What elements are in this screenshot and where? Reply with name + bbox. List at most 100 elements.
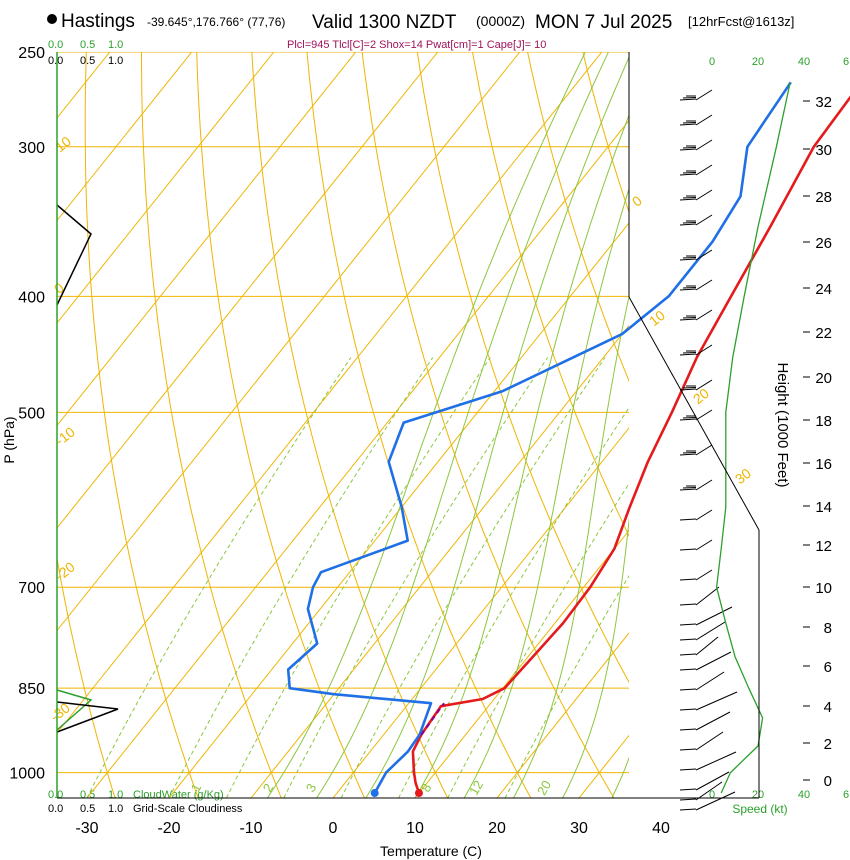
mixing-ratio-line <box>398 406 629 798</box>
barb-flag <box>682 122 697 124</box>
cloudiness-label: Grid-Scale Cloudiness <box>133 803 243 815</box>
mixing-ratio-label: 20 <box>534 778 554 798</box>
barb-flag <box>679 418 697 421</box>
temp-tick-label: -20 <box>157 820 180 837</box>
cloudiness-low-profile <box>56 701 119 733</box>
pressure-label: 500 <box>18 405 45 422</box>
wind-barb <box>679 89 713 101</box>
height-label: 4 <box>824 699 832 716</box>
dry-adiabat <box>472 52 629 537</box>
dewpoint-line <box>286 81 792 794</box>
cloudwater-profile <box>56 689 93 731</box>
mixing-ratio-label: 3 <box>303 781 320 795</box>
barb-flag <box>682 352 697 354</box>
barb-flag <box>682 97 697 99</box>
barb-flag <box>682 452 697 454</box>
barb-flag <box>679 603 697 606</box>
wind-barb <box>679 189 713 201</box>
barb-staff <box>695 164 713 176</box>
barb-staff <box>695 279 713 291</box>
wind-barb <box>679 781 723 801</box>
wind-barb <box>679 344 713 356</box>
barb-flag <box>682 417 697 419</box>
right-diagonal <box>628 296 760 531</box>
barb-staff <box>695 309 713 321</box>
barb-flag <box>679 518 697 521</box>
dry-adiabat <box>84 52 199 798</box>
mixing-ratio-label: 2 <box>260 781 277 795</box>
barb-flag <box>679 623 697 626</box>
barb-flag <box>682 317 697 319</box>
cloudiness-tick-05: 0.5 <box>80 55 95 67</box>
isotherm <box>57 52 357 427</box>
wind-barb <box>679 114 713 126</box>
wind-barb <box>679 164 713 176</box>
isotherm-label: 20 <box>690 385 712 407</box>
dry-adiabat <box>416 52 629 684</box>
barb-flag <box>682 257 697 259</box>
wind-barb <box>679 751 737 771</box>
wind-barb <box>679 771 730 791</box>
barb-staff <box>695 606 733 626</box>
barb-staff <box>695 711 731 731</box>
barb-flag <box>679 708 697 711</box>
wind-barb <box>679 139 713 151</box>
barb-staff <box>695 671 725 691</box>
isotherm <box>250 324 629 798</box>
barb-flag <box>679 798 697 801</box>
mixing-ratio-line <box>447 482 629 798</box>
moist-adiabat <box>463 187 629 798</box>
barb-flag <box>679 223 697 226</box>
barb-flag <box>679 288 697 291</box>
barb-flag <box>679 353 697 356</box>
wind-barb <box>679 691 738 711</box>
moist-adiabat <box>266 52 586 798</box>
barb-staff <box>695 189 713 201</box>
barb-staff <box>695 569 713 581</box>
mixing-ratio-line <box>283 357 549 798</box>
barb-flag <box>679 748 697 751</box>
height-label: 8 <box>824 620 832 637</box>
speed-axis-title: Speed (kt) <box>732 802 787 816</box>
barb-flag <box>679 768 697 771</box>
barb-flag <box>679 488 697 491</box>
barb-flag <box>679 728 697 731</box>
height-label: 16 <box>815 456 832 473</box>
barb-staff <box>695 691 738 711</box>
wind-barb <box>679 711 731 731</box>
moist-adiabat <box>316 52 609 798</box>
isotherm <box>332 427 629 798</box>
cloudwater-label: CloudWater (g/Kg) <box>133 789 224 801</box>
barb-flag <box>679 668 697 671</box>
profile-layer <box>286 81 850 798</box>
barb-staff <box>695 89 713 101</box>
barb-flag <box>679 173 697 176</box>
temp-tick-label: 10 <box>406 820 424 837</box>
wind-barb <box>679 569 713 581</box>
cloudwater-tick-1: 1.0 <box>108 39 123 51</box>
pressure-label: 850 <box>18 681 45 698</box>
mixing-ratio-line <box>340 357 606 798</box>
pressure-label: 1000 <box>9 766 45 783</box>
dry-adiabat <box>527 52 629 383</box>
barb-staff <box>695 509 713 521</box>
wind-barb <box>679 791 736 811</box>
cloud-profile-layer <box>56 204 119 733</box>
mixing-ratio-line <box>86 357 352 798</box>
cloudwater-bottom-tick-1: 1.0 <box>108 789 123 801</box>
pressure-label: 250 <box>18 45 45 62</box>
isotherm <box>496 632 629 798</box>
height-label: 28 <box>815 189 832 206</box>
barb-flag <box>679 548 697 551</box>
speed-tick-top: 20 <box>752 56 764 68</box>
pressure-label: 300 <box>18 140 45 157</box>
height-label: 0 <box>824 773 832 790</box>
temp-tick-label: -10 <box>239 820 262 837</box>
temp-tick-label: 0 <box>329 820 338 837</box>
barb-flag <box>679 318 697 321</box>
surface-dew-point <box>370 789 379 798</box>
height-label: 18 <box>815 413 832 430</box>
sounding-params: Plcl=945 Tlcl[C]=2 Shox=14 Pwat[cm]=1 Ca… <box>287 39 546 51</box>
barb-flag <box>679 688 697 691</box>
